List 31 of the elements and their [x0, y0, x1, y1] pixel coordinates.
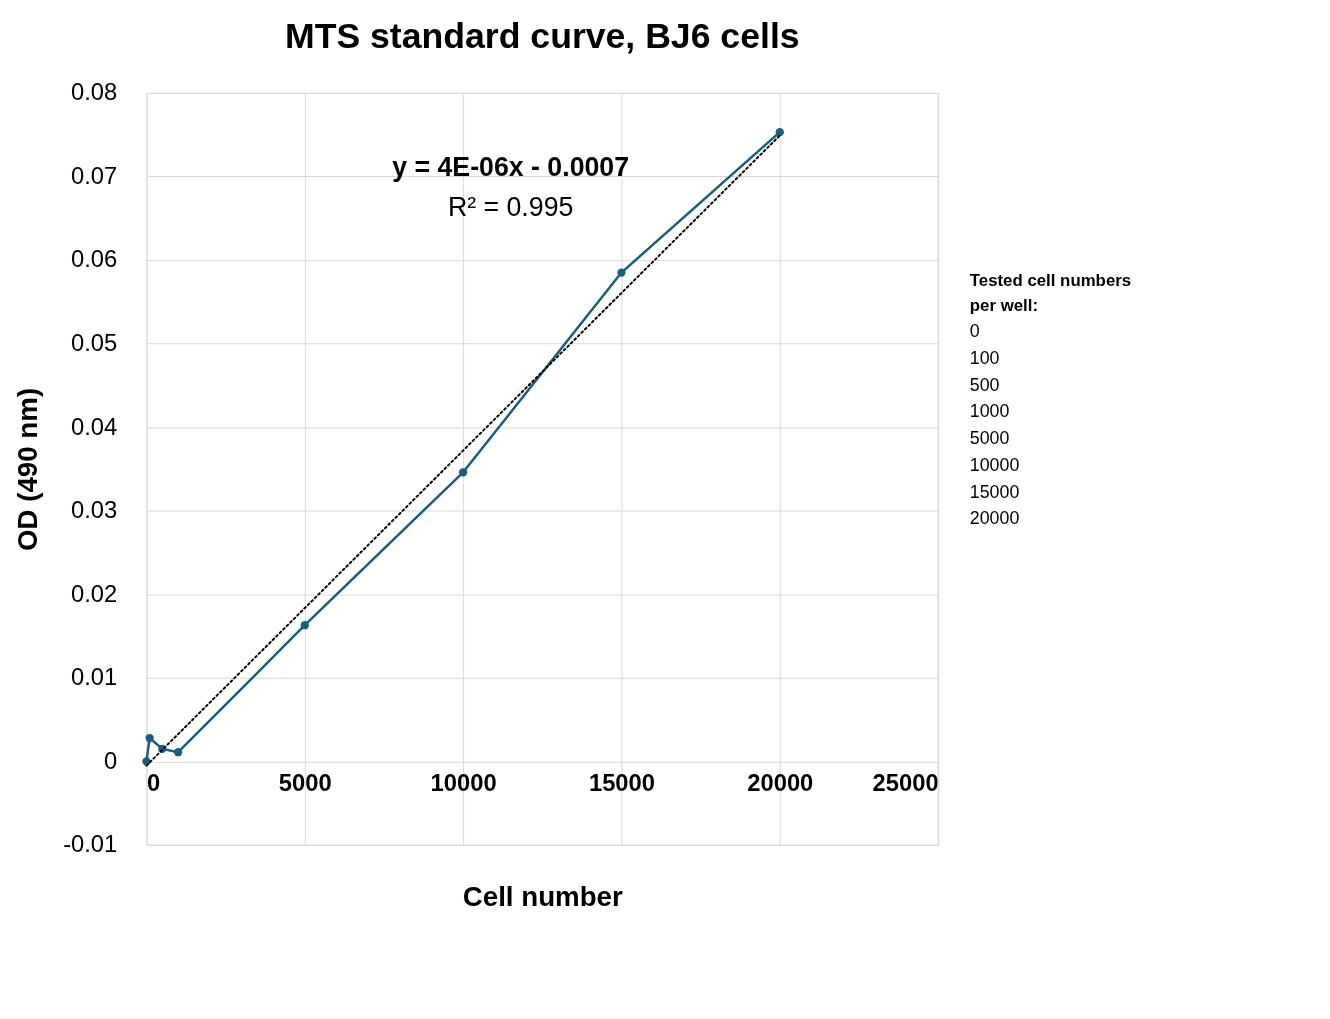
text: 20000 — [969, 508, 1020, 529]
y-tick-label: 0.05 — [71, 329, 118, 357]
annotation: y = 4E-06x - 0.0007 — [392, 152, 630, 183]
y-tick-label: 0.03 — [71, 496, 118, 524]
text: Tested cell numbers — [969, 270, 1132, 290]
x-axis-title: Cell number — [462, 880, 623, 912]
text: per well: — [969, 295, 1038, 315]
y-tick-label: 0.04 — [71, 412, 118, 440]
annotation: R² = 0.995 — [447, 191, 574, 222]
y-axis-title: OD (490 nm) — [12, 387, 44, 551]
x-tick-label: 15000 — [588, 768, 655, 796]
y-tick-label: 0.06 — [71, 245, 118, 273]
x-tick-label: 25000 — [872, 768, 939, 796]
x-tick-label: 20000 — [747, 768, 814, 796]
text: 5000 — [969, 428, 1010, 449]
y-tick-label: 0.02 — [71, 579, 118, 607]
y-tick-label: 0 — [104, 746, 118, 774]
text: 500 — [969, 374, 1000, 395]
y-tick-label: 0.08 — [71, 78, 118, 106]
y-tick-label: 0.01 — [71, 663, 118, 691]
x-tick-label: 5000 — [278, 768, 332, 796]
text: 100 — [969, 348, 1000, 369]
y-tick-label: 0.07 — [71, 161, 118, 189]
chart-title: MTS standard curve, BJ6 cells — [285, 16, 800, 57]
x-tick-label: 10000 — [430, 768, 497, 796]
x-tick-label: 0 — [146, 768, 161, 796]
text: 15000 — [969, 481, 1020, 502]
text: 1000 — [969, 401, 1010, 422]
text: 10000 — [969, 454, 1020, 475]
y-tick-label: -0.01 — [63, 830, 118, 858]
text: 0 — [969, 321, 980, 342]
